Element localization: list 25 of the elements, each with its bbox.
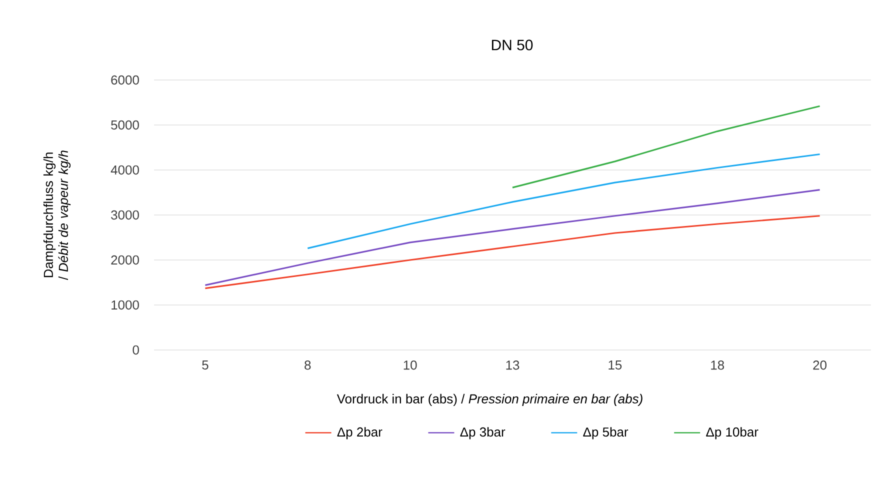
x-tick-label: 13 [506, 360, 520, 370]
y-tick-label: 0 [132, 345, 139, 355]
y-tick-label: 1000 [112, 300, 139, 310]
y-axis-title: Dampfdurchfluss kg/h / Débit de vapeur kg/h [43, 150, 71, 280]
line-series [512, 105, 821, 188]
y-tick-label: 3000 [111, 210, 139, 220]
legend-label: Δp 5bar [583, 427, 628, 440]
x-axis-title: Vordruck in bar (abs) / Pression primaire en bar (abs) [336, 394, 642, 406]
legend-label: Δp 10bar [706, 427, 758, 440]
x-tick-label: 20 [813, 360, 827, 370]
x-tick-label: 10 [404, 360, 417, 370]
chart-title: DN 50 [492, 40, 533, 50]
x-tick-label: 18 [711, 360, 724, 370]
y-tick-label: 6000 [111, 75, 139, 85]
line-series [306, 153, 821, 250]
y-tick-label: 2000 [111, 255, 139, 265]
y-tick-label: 4000 [110, 165, 139, 175]
y-tick-label: 5000 [111, 120, 139, 130]
x-tick-label: 5 [202, 360, 208, 370]
x-tick-label: 15 [608, 360, 622, 370]
legend-label: Δp 2bar [337, 427, 382, 440]
legend-label: Δp 3bar [460, 427, 506, 440]
line-series [204, 215, 821, 290]
line-series [204, 188, 821, 286]
x-tick-label: 8 [304, 360, 311, 370]
